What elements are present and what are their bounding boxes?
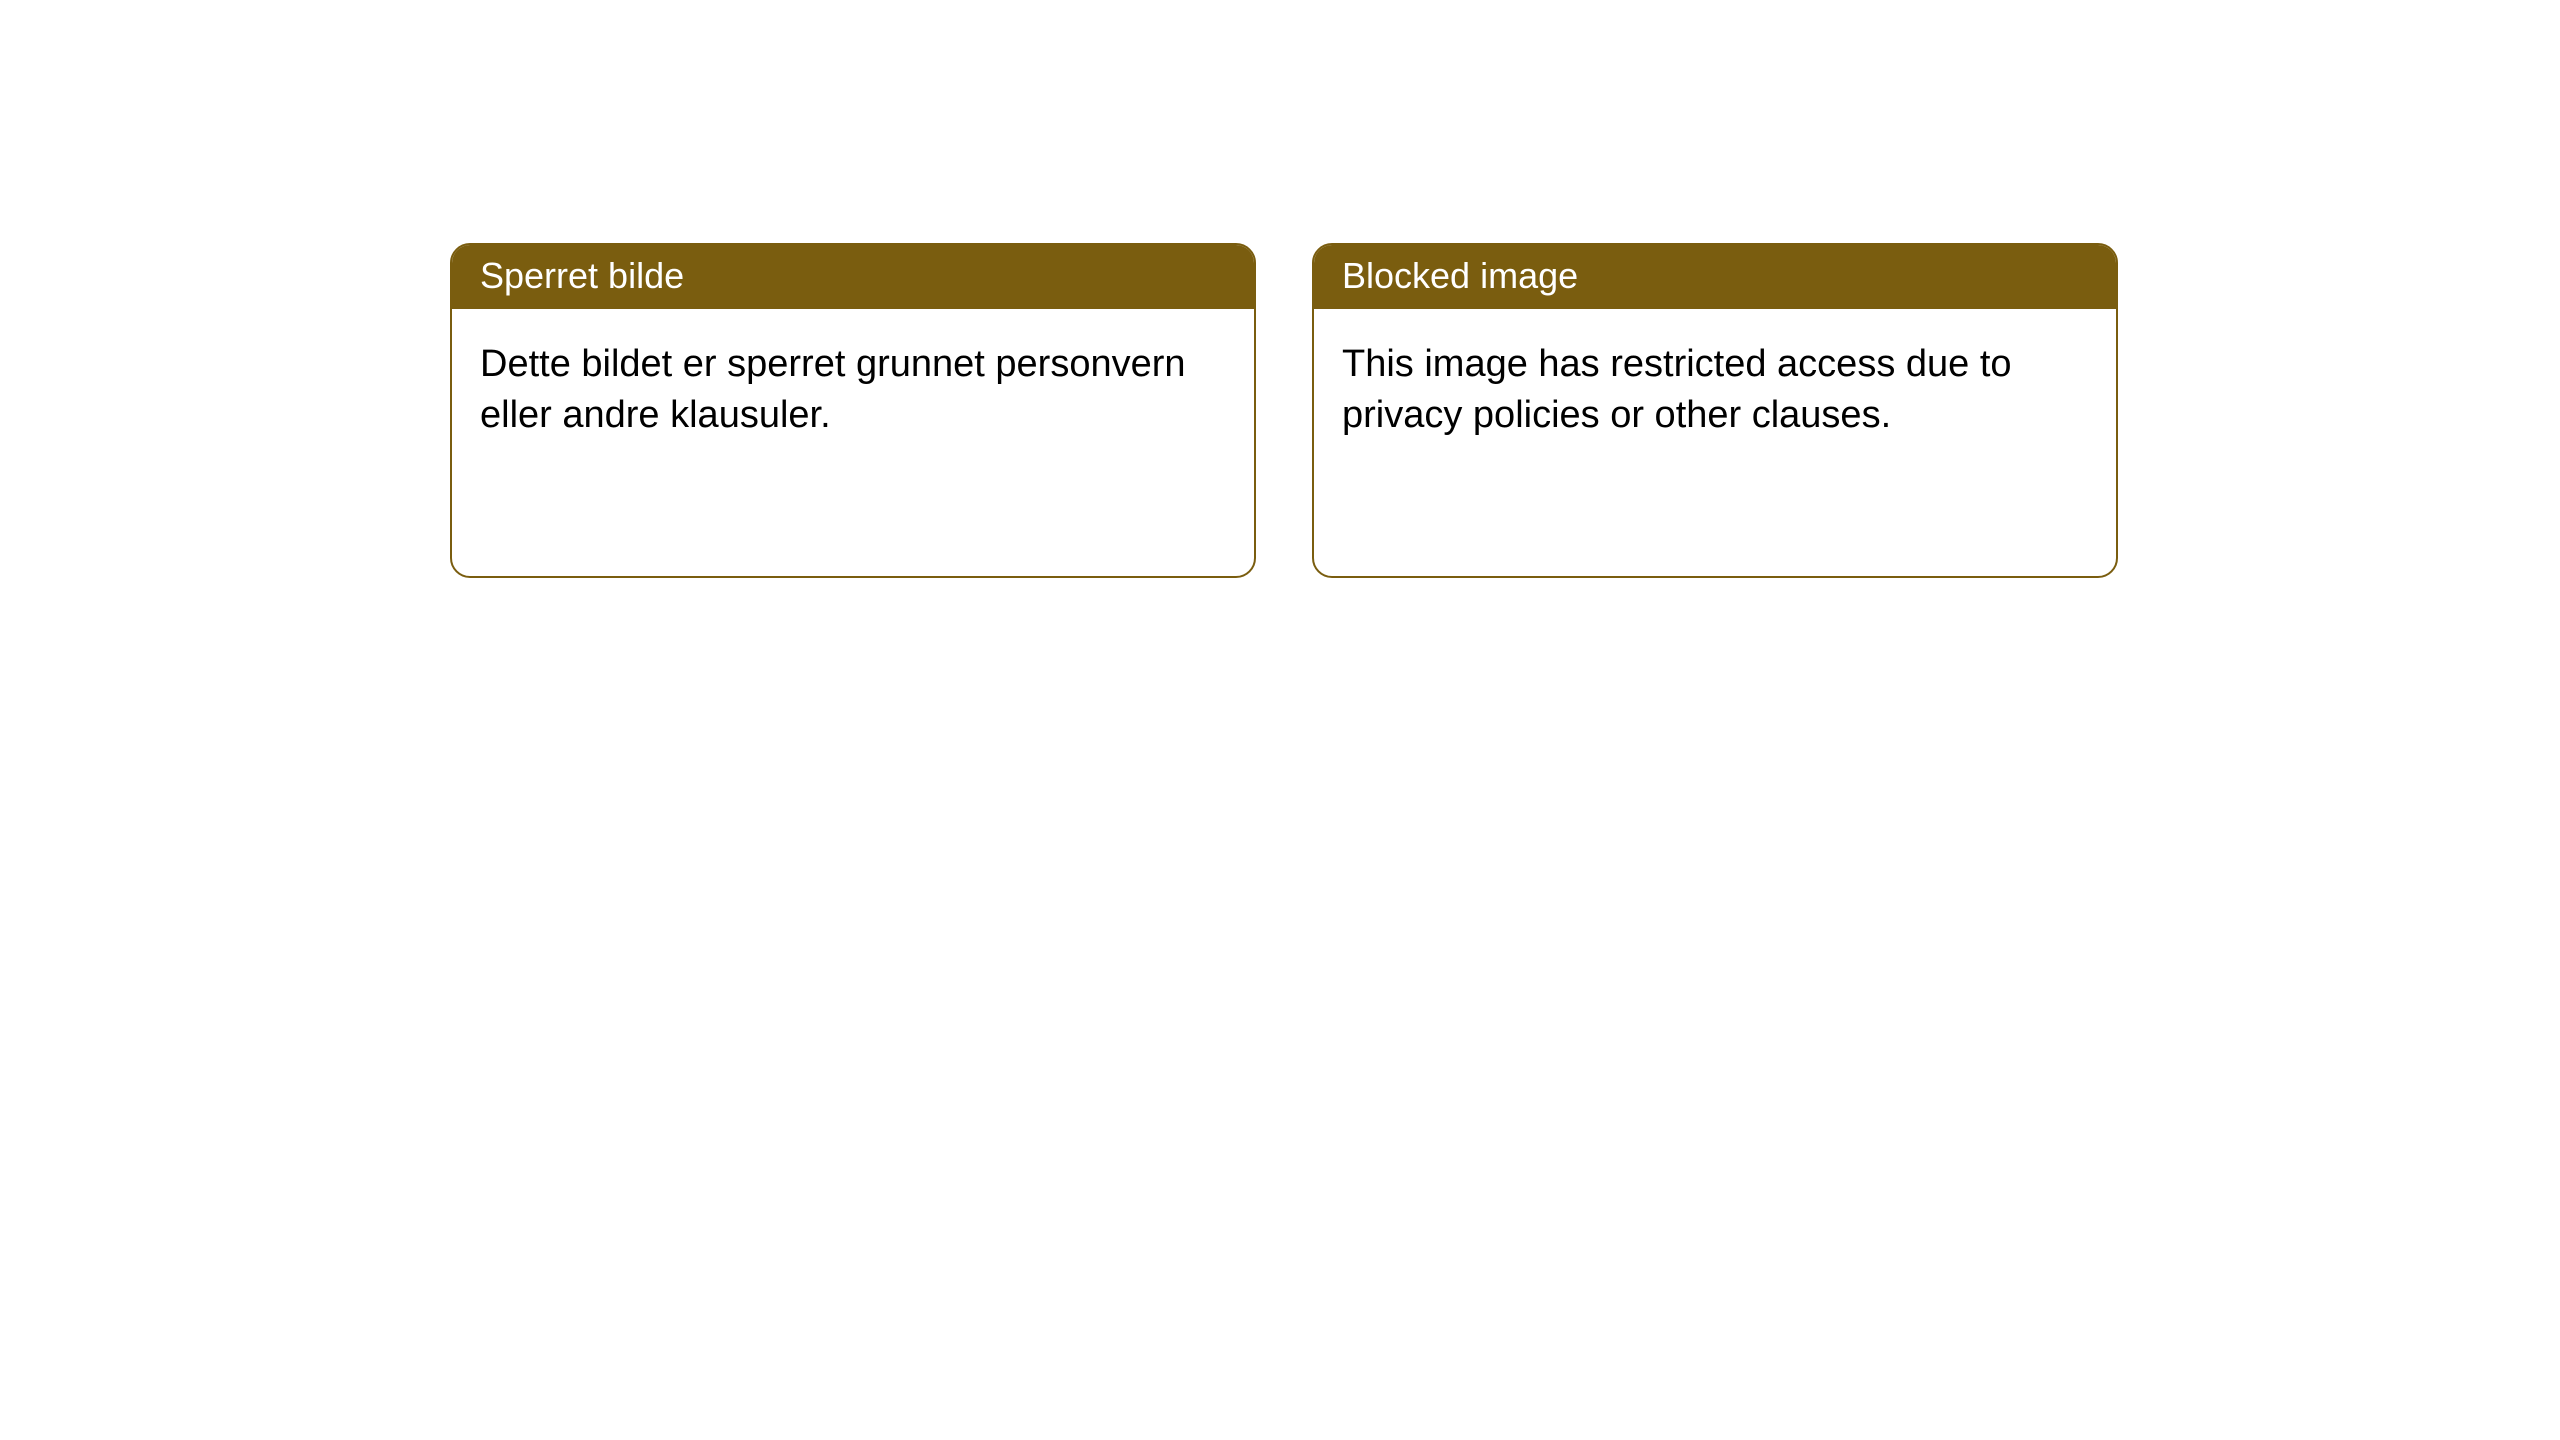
card-body-text-no: Dette bildet er sperret grunnet personve…	[480, 343, 1186, 436]
cards-container: Sperret bilde Dette bildet er sperret gr…	[0, 0, 2560, 578]
card-body-en: This image has restricted access due to …	[1314, 309, 2116, 472]
blocked-image-card-en: Blocked image This image has restricted …	[1312, 243, 2118, 578]
card-body-text-en: This image has restricted access due to …	[1342, 343, 2012, 436]
card-title-no: Sperret bilde	[480, 255, 684, 296]
card-header-no: Sperret bilde	[452, 245, 1254, 309]
blocked-image-card-no: Sperret bilde Dette bildet er sperret gr…	[450, 243, 1256, 578]
card-body-no: Dette bildet er sperret grunnet personve…	[452, 309, 1254, 472]
card-title-en: Blocked image	[1342, 255, 1578, 296]
card-header-en: Blocked image	[1314, 245, 2116, 309]
